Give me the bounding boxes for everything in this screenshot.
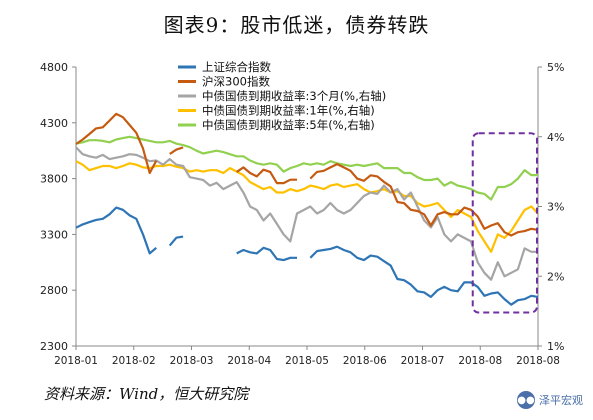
y-left-tick-label: 3300	[40, 228, 68, 241]
legend-label: 沪深300指数	[202, 75, 270, 89]
x-tick-label: 2018-03	[170, 355, 214, 367]
line-chart: 2300 2800 3300 3800 4300 4800 1% 2% 3% 4% 5% 2018-0…	[40, 60, 564, 367]
series-line	[75, 206, 539, 306]
legend-label: 上证综合指数	[202, 60, 271, 74]
x-tick-label: 2018-01	[54, 355, 98, 367]
y-left-tick-label: 4800	[40, 61, 68, 74]
legend-label: 中债国债到期收益率:1年(%,右轴)	[202, 104, 375, 118]
chart-title: 图表9：股市低迷，债券转跌	[163, 13, 430, 37]
x-tick-label: 2018-04	[227, 355, 271, 367]
series-line	[75, 112, 539, 237]
brand-label: 泽平宏观	[539, 394, 583, 407]
legend-label: 中债国债到期收益率:5年(%,右轴)	[202, 118, 375, 132]
x-tick-label: 2018-07	[401, 355, 445, 367]
chart-axes: 2300 2800 3300 3800 4300 4800 1% 2% 3% 4% 5% 2018-0…	[40, 61, 564, 367]
highlight-box	[471, 132, 539, 314]
x-tick-label: 2018-08	[458, 355, 502, 367]
y-right-tick-label: 4%	[547, 131, 564, 144]
wechat-logo-icon: ●●	[517, 391, 535, 409]
series-line	[75, 146, 538, 281]
y-right-tick-label: 1%	[547, 340, 564, 353]
x-tick-label: 2018-05	[285, 355, 329, 367]
y-left-tick-label: 4300	[40, 117, 68, 130]
x-tick-label: 2018-06	[343, 355, 387, 367]
y-right-tick-label: 5%	[547, 61, 564, 74]
y-right-tick-label: 3%	[547, 201, 564, 214]
source-note: 资料来源：Wind，恒大研究院	[44, 385, 249, 403]
x-tick-label: 2018-08	[516, 355, 560, 367]
chart-legend: 上证综合指数沪深300指数中债国债到期收益率:3个月(%,右轴)中债国债到期收益…	[178, 60, 386, 132]
y-left-tick-label: 2800	[40, 284, 68, 297]
legend-label: 中债国债到期收益率:3个月(%,右轴)	[202, 89, 386, 103]
y-left-tick-label: 2300	[40, 340, 68, 353]
series-line	[75, 135, 538, 201]
x-tick-label: 2018-02	[112, 355, 156, 367]
brand-watermark: ●● 泽平宏观	[517, 388, 583, 412]
y-left-tick-label: 3800	[40, 173, 68, 186]
chart-series	[75, 112, 539, 306]
y-right-tick-label: 2%	[547, 270, 564, 283]
